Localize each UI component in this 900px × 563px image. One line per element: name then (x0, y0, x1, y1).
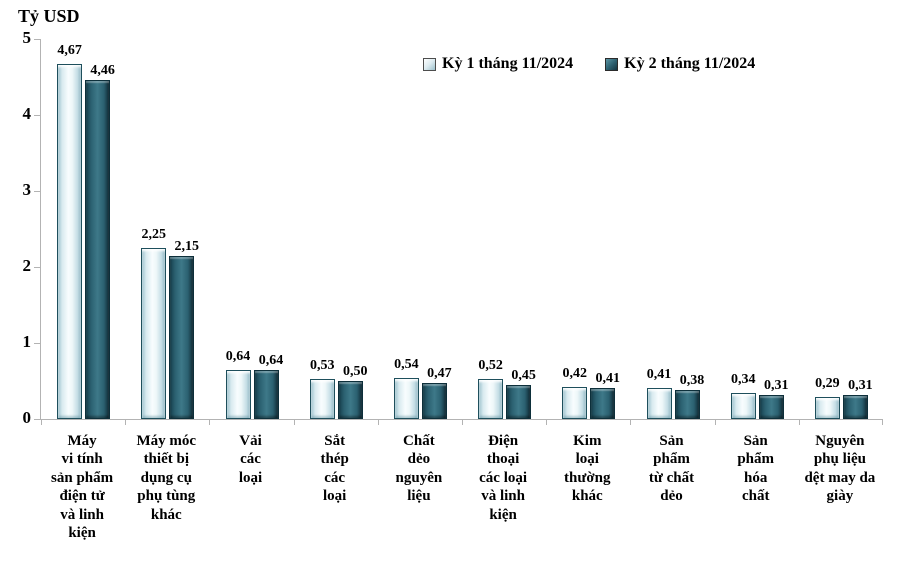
bar-ky1 (478, 379, 504, 419)
bar-ky2 (842, 395, 868, 419)
x-axis-tick (714, 419, 716, 425)
legend-swatch-ky2 (605, 57, 619, 71)
bar-ky1 (393, 377, 419, 419)
bar-ky1 (730, 393, 756, 419)
bar-value-label-ky1: 0,64 (225, 349, 251, 365)
bar-ky1 (309, 378, 335, 419)
x-axis-tick (41, 419, 42, 425)
category-label: Kim loại thường khác (564, 433, 611, 505)
category-labels: Máy vi tính sản phẩm điện tử và linh kiệ… (40, 432, 882, 557)
legend-label-ky1: Kỳ 1 tháng 11/2024 (442, 55, 574, 72)
bar-ky2 (590, 387, 616, 419)
x-axis-tick (798, 419, 800, 425)
bar-ky2 (506, 384, 532, 419)
y-axis-tick (34, 38, 41, 40)
bar-value-label-ky2: 0,41 (595, 370, 621, 386)
category-label: Sắt thép các loại (320, 433, 349, 505)
bar-value-label-ky1: 0,52 (478, 358, 503, 374)
bar-value-label-ky1: 2,25 (141, 227, 167, 242)
x-axis-tick (630, 419, 632, 425)
bar-ky1 (57, 64, 83, 419)
y-axis-tick (34, 266, 41, 268)
bar-ky1 (562, 387, 588, 419)
bar-value-label-ky2: 0,47 (427, 366, 452, 382)
y-axis-tick (34, 418, 41, 420)
bar-value-label-ky2: 2,15 (174, 238, 200, 254)
legend-swatch-ky1 (423, 57, 436, 71)
category-label: Chất dẻo nguyên liệu (395, 433, 443, 505)
bar-ky2 (337, 381, 363, 419)
bar-value-label-ky1: 0,54 (394, 356, 419, 372)
bar-value-label-ky1: 0,42 (562, 366, 588, 382)
y-axis-tick-label: 1 (22, 332, 32, 351)
y-axis-tick-label: 0 (22, 408, 32, 427)
category-label: Sản phẩm hóa chất (737, 433, 775, 505)
bar-ky2 (674, 390, 700, 419)
category-label: Điện thoại các loại và linh kiện (479, 433, 528, 523)
category-label: Sản phẩm từ chất dẻo (648, 433, 695, 505)
y-axis-tick (34, 342, 41, 344)
bar-value-label-ky2: 0,45 (511, 367, 536, 383)
bar-ky2 (169, 255, 195, 419)
y-axis-tick-label: 5 (22, 28, 32, 47)
y-axis-unit-label: Tỷ USD (18, 6, 80, 26)
bar-value-label-ky1: 0,29 (815, 375, 840, 391)
x-axis-tick (209, 419, 211, 425)
bar-value-label-ky2: 0,31 (848, 378, 873, 394)
bar-value-label-ky2: 4,46 (90, 63, 115, 79)
y-axis-tick (34, 190, 41, 192)
legend-item-ky2: Kỳ 2 tháng 11/2024 (605, 55, 755, 73)
bar-value-label-ky1: 0,34 (730, 372, 756, 388)
y-axis-tick-label: 3 (22, 180, 32, 199)
bar-value-label-ky2: 0,64 (258, 353, 284, 369)
bar-value-label-ky2: 0,50 (342, 364, 368, 379)
bar-value-label-ky1: 0,41 (646, 366, 672, 382)
category-label: Máy móc thiết bị dụng cụ phụ tùng khác (136, 433, 197, 523)
category-label: Vải các loại (238, 433, 263, 486)
bar-ky1 (646, 387, 672, 419)
x-axis-tick (125, 419, 127, 425)
bar-ky2 (253, 370, 279, 419)
category-label: Nguyên phụ liệu dệt may da giày (804, 433, 876, 505)
legend-label-ky2: Kỳ 2 tháng 11/2024 (624, 55, 756, 72)
x-axis-tick (462, 419, 463, 425)
bar-value-label-ky1: 4,67 (57, 43, 82, 59)
x-axis-tick (293, 419, 295, 425)
x-axis-tick (377, 419, 379, 425)
legend: Kỳ 1 tháng 11/2024 Kỳ 2 tháng 11/2024 (423, 55, 755, 73)
y-axis-tick-label: 2 (22, 256, 32, 275)
y-axis-tick-label: 4 (22, 104, 32, 123)
y-axis-tick (34, 114, 41, 116)
bar-ky1 (814, 396, 840, 419)
x-axis-tick (546, 419, 548, 425)
plot-area: 0 1 2 3 4 5 4,67 4,46 2,25 2,15 0,64 0,64 0,53 0,50 0,… (23, 28, 883, 427)
category-label: Máy vi tính sản phẩm điện tử và linh kiệ… (51, 433, 114, 542)
bar-value-label-ky1: 0,53 (309, 357, 335, 373)
legend-item-ky1: Kỳ 1 tháng 11/2024 (423, 55, 573, 73)
bar-ky2 (421, 383, 447, 419)
bar-value-label-ky2: 0,31 (763, 378, 789, 394)
bar-ky1 (141, 248, 167, 419)
bar-ky2 (758, 395, 784, 419)
bar-value-label-ky2: 0,38 (679, 373, 705, 389)
bar-ky1 (225, 370, 251, 419)
x-axis-tick (882, 419, 883, 425)
bar-ky2 (85, 80, 111, 419)
